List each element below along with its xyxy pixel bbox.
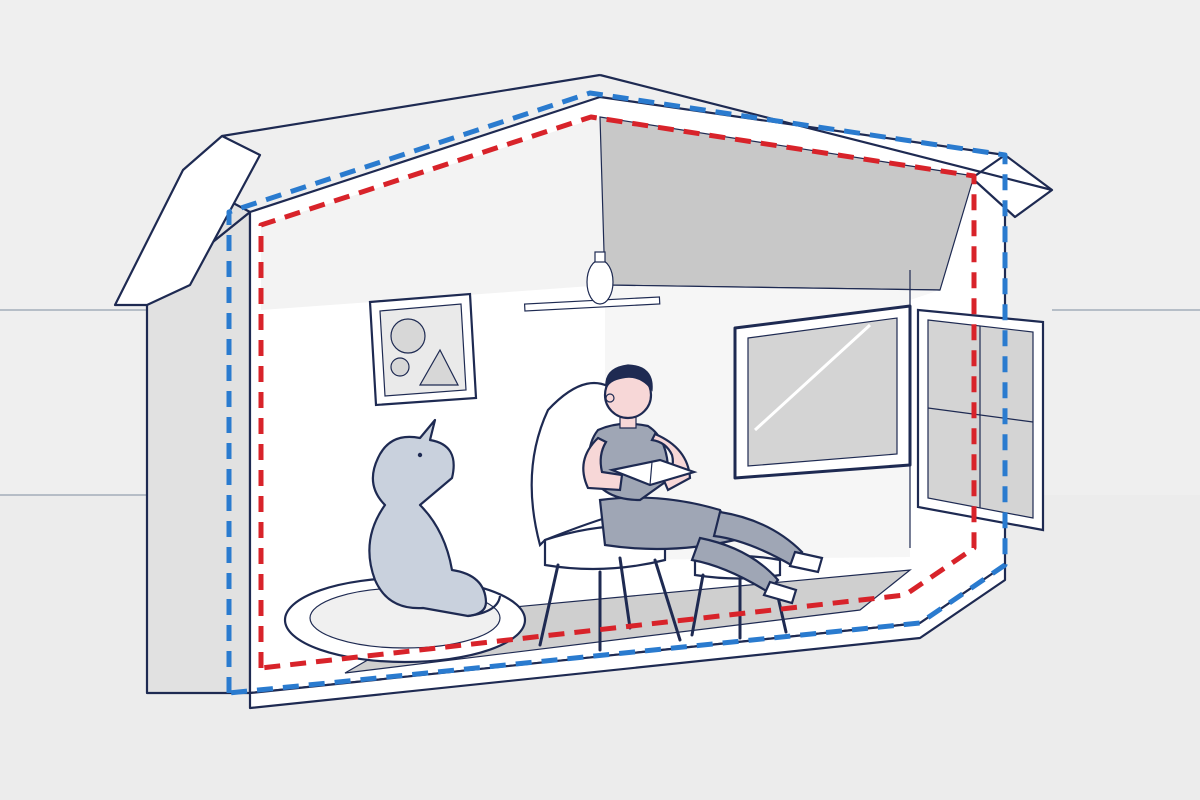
tv-screen xyxy=(748,318,897,466)
picture-shape-circle-sm xyxy=(391,358,409,376)
vase xyxy=(587,260,613,304)
picture-shape-circle xyxy=(391,319,425,353)
person-ear xyxy=(606,394,614,402)
vase-neck xyxy=(595,252,605,262)
house-cutaway-diagram xyxy=(0,0,1200,800)
dog-eye xyxy=(418,453,422,457)
